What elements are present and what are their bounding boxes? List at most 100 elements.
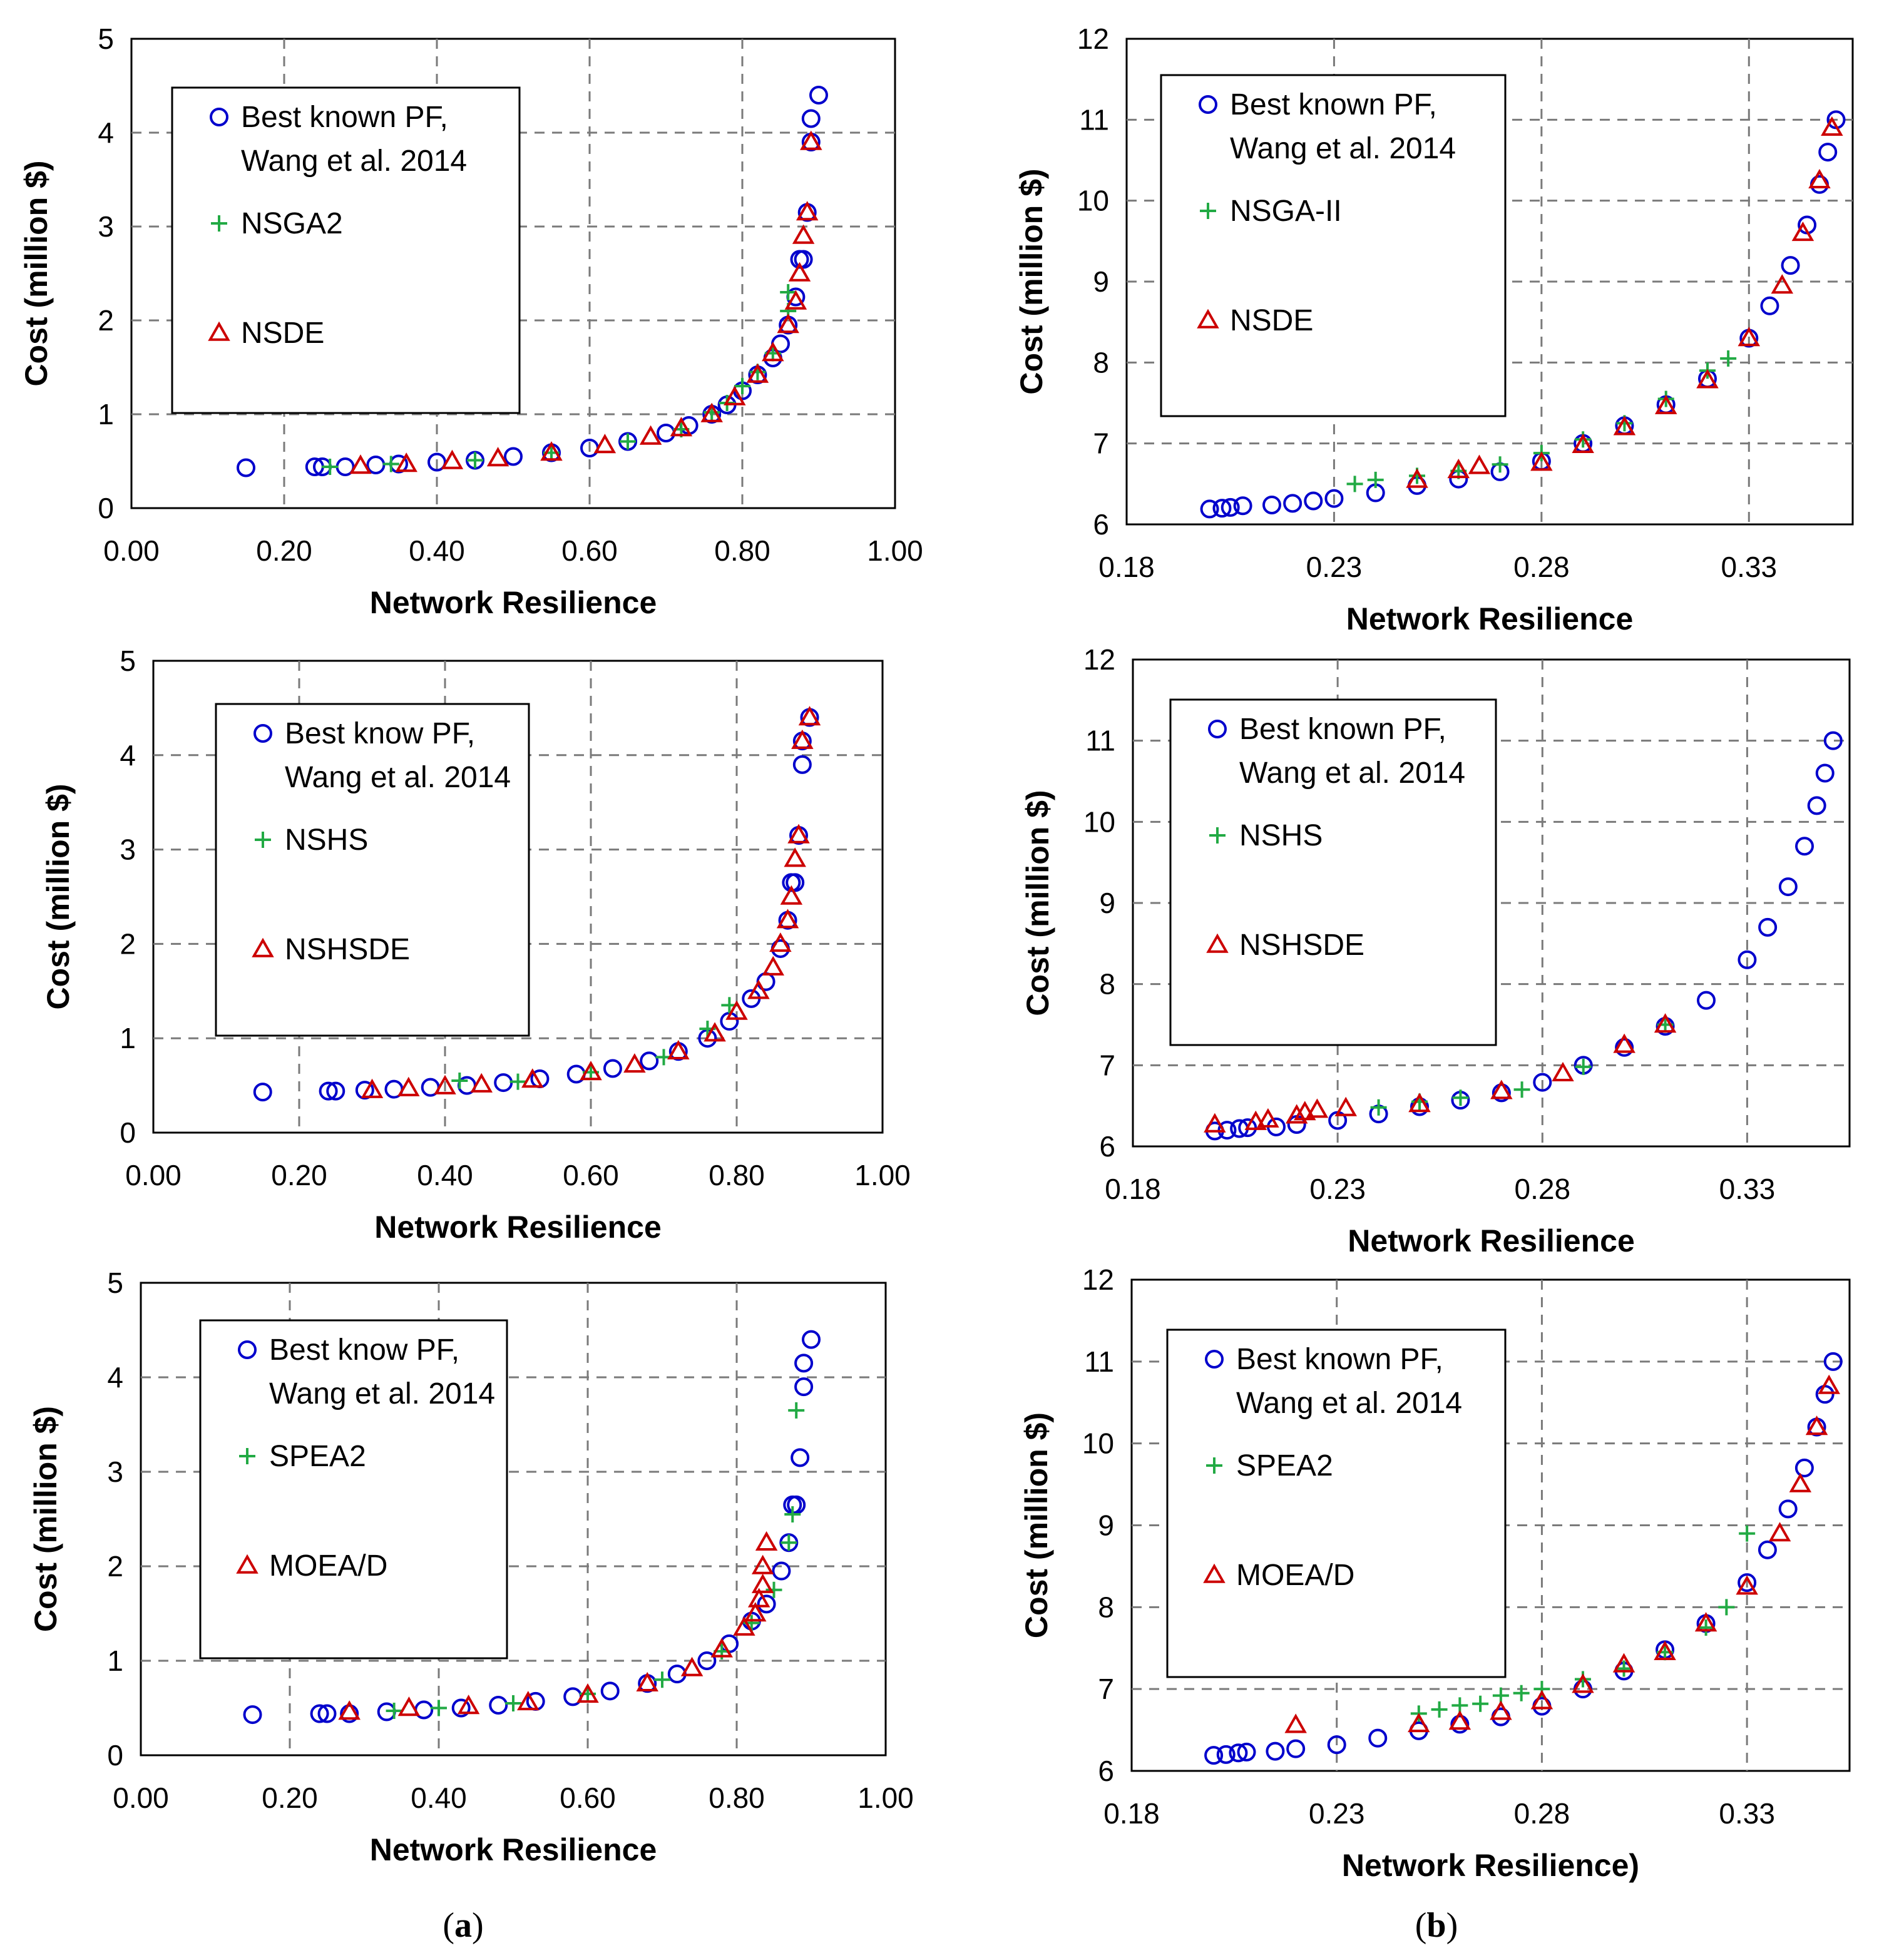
- series-triangle-point-9: [1736, 1575, 1758, 1595]
- y-tick-label: 1: [98, 398, 114, 431]
- series-circle-point-16: [1738, 1573, 1757, 1593]
- series-triangle-point-0: [1284, 1713, 1307, 1733]
- series-triangle-point-14: [780, 885, 803, 905]
- series-triangle-point-4: [1294, 1101, 1316, 1121]
- series-circle-point-10: [600, 1681, 620, 1701]
- legend-label: Wang et al. 2014: [1230, 132, 1456, 165]
- y-axis-title: Cost (million $): [28, 1406, 63, 1632]
- series-circle-point-17: [1758, 1540, 1777, 1559]
- series-circle-point-22: [1823, 731, 1843, 750]
- series-triangle-point-9: [1552, 1061, 1574, 1082]
- series-triangle-point-2: [1257, 1108, 1279, 1128]
- series-triangle-point-3: [1490, 1700, 1512, 1720]
- series-plus-point-0: [451, 1073, 468, 1089]
- series-triangle-point-7: [710, 1638, 733, 1658]
- x-tick-label: 0.23: [1309, 1173, 1366, 1205]
- legend-marker-point-2: [1206, 933, 1229, 953]
- series-triangle-point-2: [434, 1074, 456, 1094]
- series-circle-point-22: [1823, 1352, 1843, 1371]
- series-triangle-point-0: [349, 454, 372, 474]
- x-tick-label: 0.23: [1309, 1797, 1365, 1830]
- series-circle-point-2: [1221, 497, 1240, 517]
- series-triangle-point-12: [1805, 1415, 1828, 1435]
- series-plus-point-1: [382, 456, 399, 472]
- y-tick-label: 4: [98, 116, 114, 149]
- series-circle-point-18: [1778, 877, 1798, 897]
- y-tick-label: 10: [1083, 805, 1115, 838]
- legend-box: [1160, 74, 1507, 417]
- legend-marker-point-1: [1209, 827, 1226, 844]
- x-tick-label: 0.20: [271, 1159, 327, 1191]
- series-triangle-point-16: [787, 823, 810, 844]
- series-triangle-point-13: [784, 290, 807, 310]
- series-circle-point-9: [1450, 1715, 1470, 1734]
- series-circle-point-22: [792, 755, 812, 774]
- x-axis-title: Network Resilience: [1346, 601, 1634, 636]
- y-tick-label: 7: [1098, 1673, 1114, 1705]
- series-circle-point-2: [317, 1704, 337, 1723]
- chart-panel-1: 0.00 0.20 0.40 0.60 0.80 1.00 0 1 2 3 4 5 Network Re…: [19, 23, 923, 620]
- series-triangle-point-9: [744, 1602, 767, 1622]
- series-plus-point-2: [1452, 1089, 1469, 1106]
- y-tick-label: 10: [1077, 185, 1109, 217]
- series-circle-point-22: [794, 1377, 814, 1397]
- series-circle-point-5: [1286, 1739, 1306, 1758]
- legend-marker-point-2: [252, 937, 274, 957]
- series-plus-point-7: [765, 1581, 782, 1598]
- y-tick-label: 12: [1082, 1263, 1114, 1296]
- legend-box: [199, 1319, 508, 1660]
- series-triangle-point-6: [623, 1053, 646, 1073]
- x-axis-title: Network Resilience: [1348, 1223, 1635, 1258]
- series-triangle-point-11: [751, 1573, 774, 1593]
- legend-marker-point-1: [1206, 1457, 1222, 1474]
- series-triangle-point-7: [1654, 1640, 1676, 1661]
- y-tick-label: 11: [1084, 1345, 1114, 1378]
- series-triangle-point-9: [724, 385, 746, 405]
- y-axis-title: Cost (million $): [19, 160, 54, 386]
- legend-label: Best known PF,: [1230, 88, 1437, 121]
- series-plus-point-4: [654, 1671, 670, 1688]
- series-circle-point-8: [504, 447, 523, 466]
- series-circle-point-19: [1795, 837, 1814, 856]
- series-triangle-point-7: [667, 1039, 690, 1060]
- legend-label: Best known PF,: [1236, 1343, 1443, 1376]
- series-circle-point-0: [253, 1083, 272, 1102]
- series-plus: [386, 1402, 805, 1720]
- series-plus-point-1: [1367, 471, 1384, 488]
- y-tick-label: 6: [1093, 508, 1109, 541]
- series-circle-point-6: [427, 452, 446, 472]
- series-plus-point-8: [734, 378, 750, 394]
- x-axis-title: Network Resilience: [374, 1210, 662, 1245]
- series-circle-point-6: [1304, 491, 1323, 511]
- series-circle-point-15: [1697, 991, 1716, 1010]
- legend-label: Wang et al. 2014: [269, 1377, 495, 1410]
- x-tick-label: 1.00: [854, 1159, 911, 1191]
- series-circle-point-20: [786, 873, 805, 892]
- series-triangle-point-8: [704, 1022, 726, 1042]
- series-triangle-point-3: [1530, 451, 1553, 471]
- series-triangle-point-7: [1408, 1093, 1431, 1113]
- series-triangle-point-3: [517, 1691, 540, 1711]
- x-tick-label: 0.80: [709, 1782, 765, 1814]
- series-triangle-point-12: [777, 314, 799, 334]
- series-plus-point-1: [1431, 1701, 1448, 1718]
- y-tick-label: 1: [107, 1644, 123, 1677]
- legend-marker-point-1: [239, 1448, 255, 1464]
- series-circle-point-6: [451, 1698, 471, 1718]
- series-circle-point-3: [1233, 496, 1252, 516]
- y-tick-label: 7: [1093, 427, 1109, 460]
- series-circle-point-4: [1262, 495, 1281, 514]
- series-plus-point-4: [1492, 456, 1508, 473]
- series-circle-point-20: [1807, 796, 1826, 815]
- x-tick-label: 0.60: [563, 1159, 619, 1191]
- legend-box: [215, 703, 530, 1037]
- x-axis-title: Network Resilience: [370, 585, 657, 620]
- legend: Best known PF, Wang et al. 2014 NSGA2 NSDE: [171, 86, 521, 414]
- legend-label: NSHS: [1239, 819, 1323, 852]
- series-triangle-point-12: [1821, 116, 1843, 136]
- legend-label: NSHS: [285, 823, 368, 857]
- series-circle-point-1: [319, 1081, 338, 1101]
- legend-label: NSHSDE: [1239, 929, 1364, 962]
- series-plus-point-10: [788, 1402, 805, 1419]
- series-circle-point-23: [794, 250, 813, 269]
